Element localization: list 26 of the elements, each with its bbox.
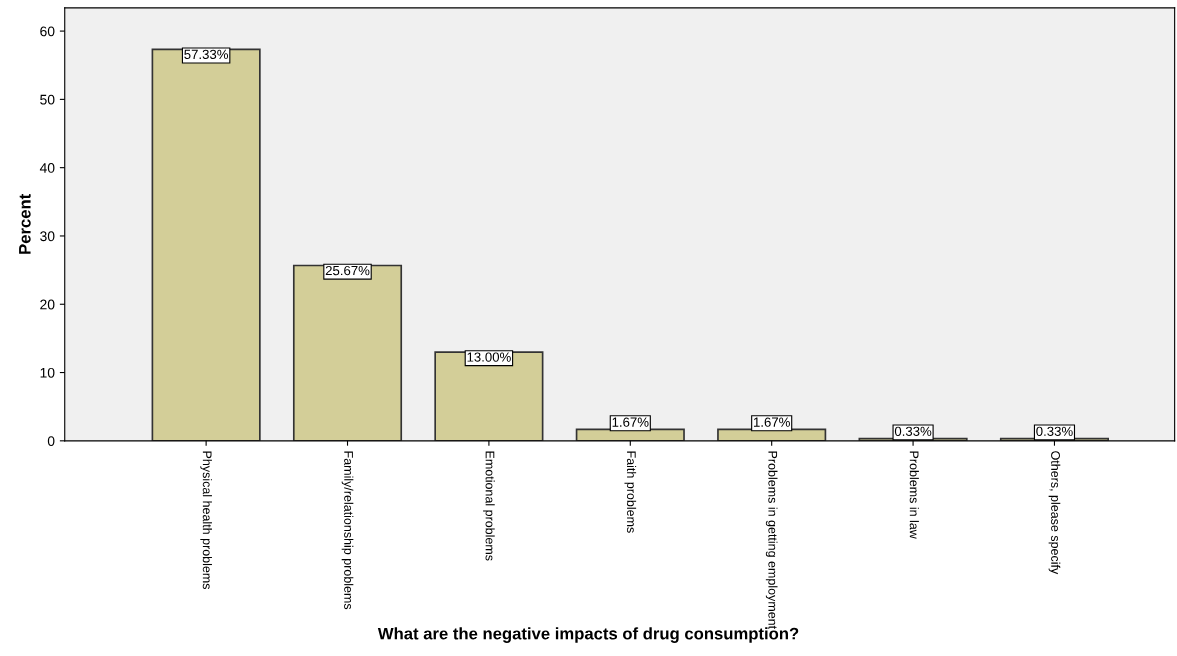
data-label: 13.00% (467, 352, 511, 362)
data-label: 25.67% (325, 265, 370, 276)
y-tick-label: 30 (40, 231, 55, 242)
bar (434, 351, 544, 441)
bar (292, 264, 403, 441)
y-tick-label: 50 (40, 94, 55, 105)
y-tick-label: 40 (39, 163, 55, 173)
data-label: 57.33% (184, 49, 229, 60)
y-tick-label: 20 (40, 299, 55, 310)
y-tick-label: 0 (47, 436, 55, 446)
data-label: 0.33% (1036, 426, 1073, 436)
x-tick-label: Faith problems (624, 451, 637, 533)
data-label: 0.33% (894, 426, 932, 436)
x-tick-label: Emotional problems (483, 451, 495, 561)
data-label: 1.67% (753, 417, 790, 427)
data-label: 1.67% (612, 417, 649, 427)
bar (151, 48, 261, 441)
x-tick-label: Problems in getting employment (765, 451, 778, 630)
x-tick-label: Physical health problems (200, 451, 212, 590)
x-axis-title: What are the negative impacts of drug consumption? (377, 627, 799, 643)
y-tick-label: 60 (40, 26, 55, 37)
y-axis-title: Percent (19, 193, 31, 254)
x-tick-label: Family/relationship problems (341, 451, 354, 610)
y-tick-label: 10 (40, 367, 55, 378)
x-tick-label: Problems in law (909, 451, 919, 539)
x-tick-label: Others, please specify (1048, 451, 1061, 575)
